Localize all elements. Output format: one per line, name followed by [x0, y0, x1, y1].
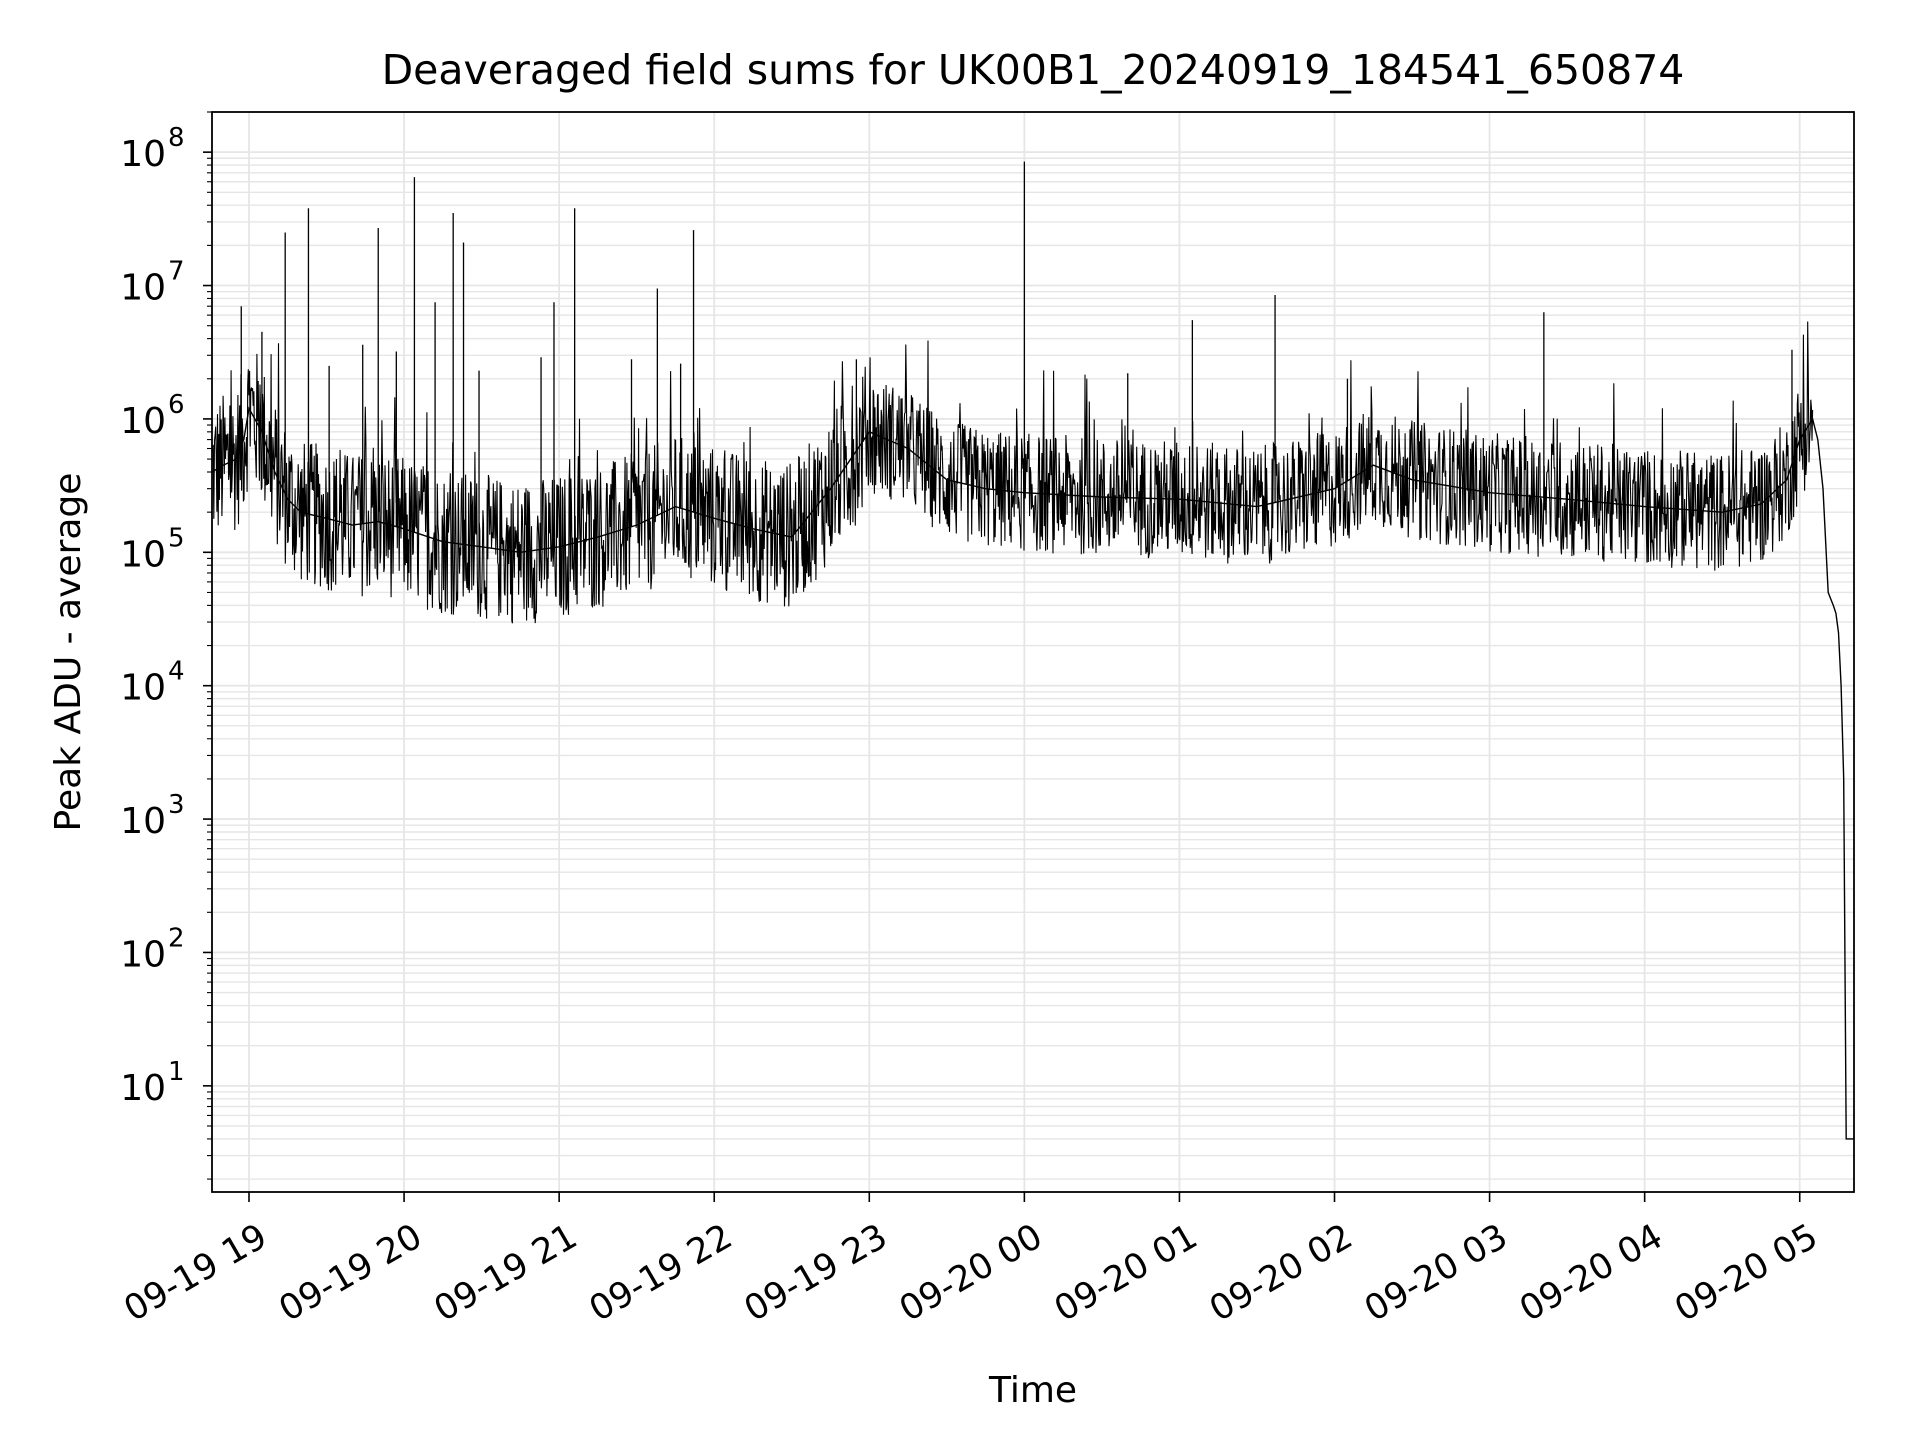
y-tick-label: 10 [120, 1068, 166, 1109]
y-tick-label: 10 [120, 134, 166, 175]
y-tick-exponent: 6 [168, 390, 185, 420]
y-tick-exponent: 2 [168, 923, 185, 953]
y-tick-label: 10 [120, 534, 166, 575]
y-tick-label: 10 [120, 401, 166, 442]
y-tick-label: 10 [120, 934, 166, 975]
plot-area [212, 161, 1854, 1140]
y-tick-exponent: 3 [168, 790, 185, 820]
series-noise [212, 321, 1814, 624]
grid [212, 111, 1854, 1192]
y-tick-exponent: 7 [168, 257, 185, 287]
y-axis-label: Peak ADU - average [48, 473, 89, 832]
y-tick-exponent: 1 [168, 1057, 185, 1087]
y-tick-label: 10 [120, 268, 166, 309]
chart-title: Deaveraged field sums for UK00B1_2024091… [382, 46, 1685, 94]
y-tick-label: 10 [120, 668, 166, 709]
x-axis-label: Time [988, 1370, 1077, 1411]
series-line [212, 406, 1854, 1140]
y-tick-exponent: 5 [168, 523, 185, 553]
plot-frame [211, 111, 1855, 1193]
y-tick-exponent: 8 [168, 123, 185, 153]
y-tick-exponent: 4 [168, 657, 185, 687]
spike-marks [240, 161, 1793, 550]
y-tick-label: 10 [120, 801, 166, 842]
